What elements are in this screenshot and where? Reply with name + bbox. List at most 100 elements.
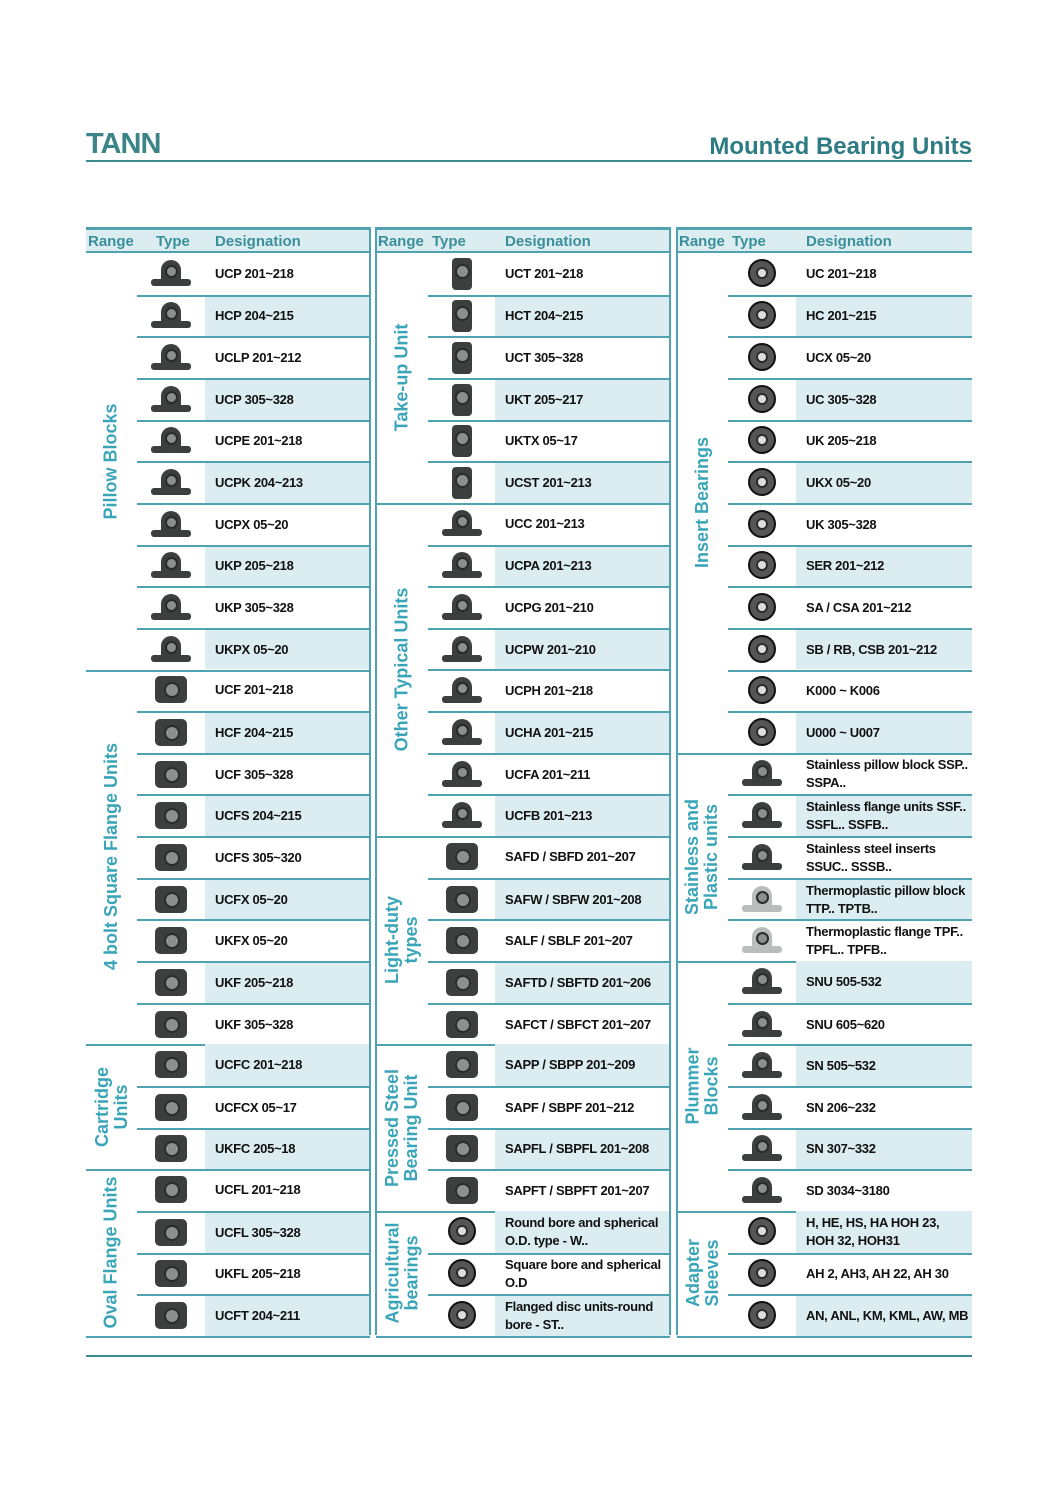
table-row: UKPX 05~20 (137, 627, 370, 670)
icon-part (454, 1057, 471, 1074)
icon-part (454, 348, 470, 364)
designation: UCT 201~218 (505, 265, 584, 281)
designation: UKFX 05~20 (215, 933, 288, 949)
type-cell (428, 921, 495, 961)
designation: UCPX 05~20 (215, 516, 289, 532)
type-cell (137, 463, 205, 503)
table-row: Stainless pillow block SSP.. SSPA.. (728, 753, 972, 795)
range-group: Pressed Steel Bearing Unit SAPP / SBPP 20… (376, 1044, 670, 1213)
icon-part (748, 676, 776, 705)
table-row: UC 201~218 (728, 253, 972, 295)
adapter-sleeve-icon (742, 1258, 782, 1290)
type-cell (428, 380, 495, 420)
type-cell (137, 297, 205, 337)
agricultural-bearing-icon (442, 1300, 482, 1332)
icon-part (164, 682, 180, 699)
icon-part (756, 1098, 769, 1112)
designation: SER 201~212 (796, 546, 972, 587)
designation: UCFL 305~328 (205, 1212, 370, 1253)
type-cell (428, 671, 495, 711)
designation: UCT 305~328 (505, 350, 584, 366)
table-row: UCFC 201~218 (137, 1044, 370, 1086)
designation: UKFC 205~18 (205, 1129, 370, 1170)
table-row: UC 305~328 (728, 377, 972, 420)
icon-part (756, 1140, 769, 1154)
light-duty-unit-icon (442, 841, 482, 873)
designation: UCHA 201~215 (495, 713, 670, 753)
icon-part (454, 1183, 471, 1200)
designation: SAFD / SBFD 201~207 (505, 848, 636, 864)
insert-bearing-icon (742, 550, 782, 582)
designation: UCX 05~20 (806, 350, 871, 366)
icon-part (455, 723, 469, 737)
table-row: UKFC 205~18 (137, 1127, 370, 1170)
table-row: SNU 605~620 (728, 1002, 972, 1045)
range-label-cell: Adapter Sleeves (677, 1211, 728, 1336)
insert-bearing-icon (742, 300, 782, 332)
insert-bearing-icon (742, 675, 782, 707)
pressed-steel-unit-icon (442, 1092, 482, 1124)
designation: AH 2, AH3, AH 22, AH 30 (806, 1266, 949, 1282)
type-cell (137, 796, 205, 836)
range-label-cell: Cartridge Units (86, 1044, 137, 1169)
icon-part (454, 848, 471, 865)
insert-bearing-icon (742, 634, 782, 666)
icon-part (454, 389, 470, 405)
typical-unit-icon (441, 759, 482, 791)
icon-part (756, 1057, 769, 1071)
type-cell (728, 505, 796, 545)
typical-unit-icon (441, 634, 482, 666)
type-cell (428, 836, 495, 878)
table-row: UKFL 205~218 (137, 1252, 370, 1295)
icon-part (454, 1016, 471, 1033)
icon-part (455, 557, 469, 571)
icon-part (165, 390, 178, 404)
icon-part (454, 431, 470, 447)
table-row: UKTX 05~17 (428, 419, 670, 462)
table-column-3: Range Type Designation Insert Bearings UC 20… (677, 227, 972, 1338)
plummer-block-icon (742, 1092, 782, 1124)
designation: SAPFL / SBPFL 201~208 (495, 1129, 670, 1170)
range-label-cell: Light-duty types (376, 836, 428, 1044)
oval-flange-icon (151, 1217, 191, 1249)
table-row: UCT 305~328 (428, 336, 670, 378)
icon-part (455, 807, 469, 821)
icon-part (164, 1266, 180, 1283)
designation: SN 307~332 (796, 1129, 972, 1170)
designation: SN 206~232 (806, 1099, 876, 1115)
type-cell (728, 880, 796, 920)
designation: Flanged disc units-round bore - ST.. (495, 1296, 670, 1336)
take-up-unit-icon (442, 342, 482, 375)
icon-part (164, 1141, 180, 1158)
type-cell (137, 713, 205, 753)
designation: SAPFT / SBPFT 201~207 (505, 1183, 650, 1199)
range-label: Oval Flange Units (101, 1176, 122, 1329)
type-cell (428, 253, 495, 295)
plummer-block-icon (742, 1050, 782, 1082)
agricultural-bearing-icon (442, 1258, 482, 1290)
pillow-block-icon (151, 509, 191, 541)
table-row: HCF 204~215 (137, 711, 370, 753)
type-cell (728, 588, 796, 628)
table-row: UCP 305~328 (137, 377, 370, 420)
header-type: Type (732, 233, 766, 250)
type-cell (137, 1169, 205, 1211)
type-cell (428, 503, 495, 545)
header-divider (86, 160, 972, 162)
agricultural-bearing-icon (442, 1216, 482, 1248)
square-flange-icon (151, 759, 191, 791)
column-divider (375, 227, 377, 1335)
insert-bearing-icon (742, 384, 782, 416)
icon-part (748, 468, 776, 497)
type-cell (728, 672, 796, 712)
table-header: Range Type Designation (677, 230, 972, 253)
table-row: SN 505~532 (728, 1044, 972, 1086)
designation: SAFTD / SBFTD 201~206 (495, 963, 670, 1003)
designation: K000 ~ K006 (806, 683, 880, 699)
icon-part (454, 306, 470, 322)
typical-unit-icon (441, 508, 482, 540)
range-label: Cartridge Units (91, 1066, 131, 1147)
icon-part (165, 432, 178, 446)
table-row: UCPA 201~213 (428, 544, 670, 587)
take-up-unit-icon (442, 467, 482, 500)
